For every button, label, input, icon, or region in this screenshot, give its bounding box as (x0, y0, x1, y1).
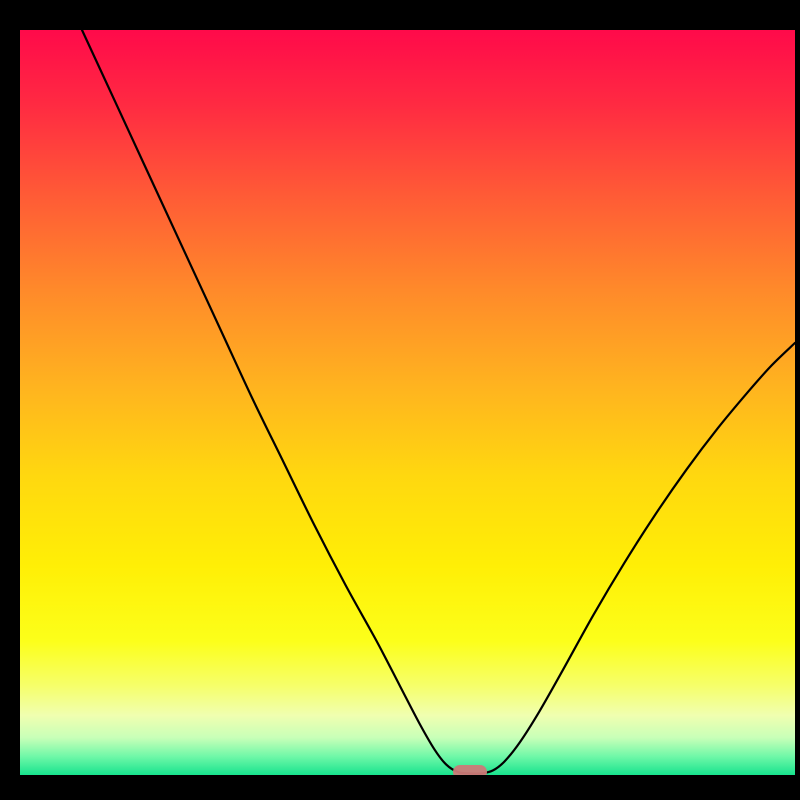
plot-area (20, 30, 795, 775)
frame-right (795, 0, 800, 800)
bottleneck-curve (20, 30, 795, 775)
frame-bottom (0, 775, 800, 800)
chart-stage: TheBottleneck.com (0, 0, 800, 800)
frame-left (0, 0, 20, 800)
frame-top (0, 0, 800, 30)
optimum-marker (453, 765, 487, 775)
